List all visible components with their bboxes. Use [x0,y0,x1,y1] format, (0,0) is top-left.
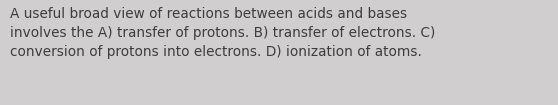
Text: A useful broad view of reactions between acids and bases
involves the A) transfe: A useful broad view of reactions between… [10,7,435,59]
